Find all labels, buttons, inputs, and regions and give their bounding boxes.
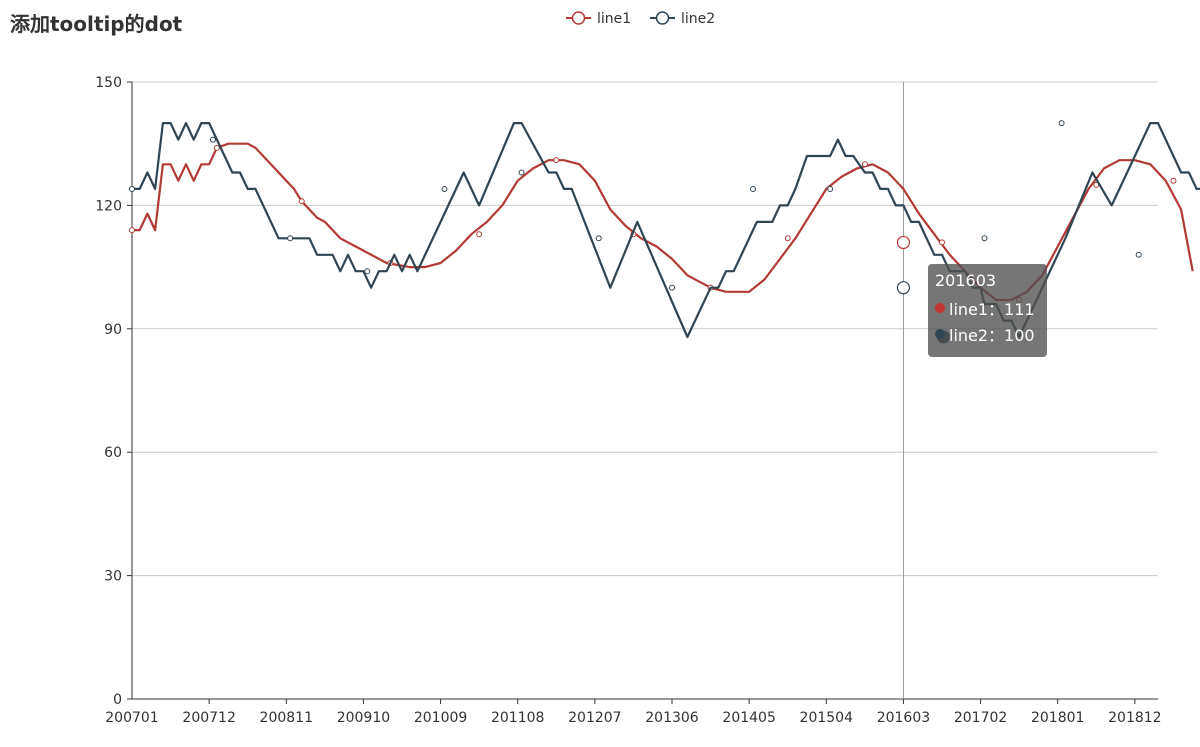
x-tick-label-200701: 200701 bbox=[105, 710, 158, 726]
series-point-line1-0 bbox=[129, 227, 135, 234]
x-tick-label-201812: 201812 bbox=[1108, 710, 1161, 726]
x-tick-label-201702: 201702 bbox=[954, 710, 1007, 726]
series-point-line1-13 bbox=[1170, 177, 1177, 184]
hover-point-line1 bbox=[896, 235, 911, 250]
legend-label-line1: line1 bbox=[597, 11, 631, 27]
series-point-line1-8 bbox=[784, 235, 791, 242]
tooltip-dot-line2 bbox=[935, 329, 945, 339]
legend-symbol-line2 bbox=[655, 11, 670, 25]
y-tick-label-90: 90 bbox=[104, 322, 122, 338]
series-point-line2-4 bbox=[441, 185, 448, 192]
tooltip-dot-line1 bbox=[935, 303, 945, 313]
y-tick-label-60: 60 bbox=[104, 445, 122, 461]
series-point-line2-13 bbox=[1135, 251, 1142, 258]
series-point-line1-1 bbox=[213, 144, 220, 151]
series-point-line2-9 bbox=[827, 185, 834, 192]
series-point-line2-3 bbox=[364, 268, 371, 275]
series-point-line2-7 bbox=[669, 284, 675, 291]
tooltip-row-line2: line2：100 bbox=[935, 321, 1047, 347]
x-tick-label-201306: 201306 bbox=[645, 710, 699, 726]
series-point-line1-9 bbox=[861, 161, 868, 168]
series-point-line2-5 bbox=[518, 169, 525, 176]
tooltip-row-line1: line1：111 bbox=[935, 295, 1047, 321]
chart-title: 添加tooltip的dot bbox=[10, 12, 183, 36]
tooltip-header: 201603 bbox=[935, 271, 997, 290]
x-tick-label-201207: 201207 bbox=[568, 710, 621, 726]
series-point-line2-1 bbox=[210, 136, 216, 143]
x-tick-label-201405: 201405 bbox=[722, 710, 775, 726]
series-point-line1-4 bbox=[476, 231, 483, 238]
hover-point-line2 bbox=[896, 281, 911, 295]
series-point-line2-6 bbox=[595, 235, 602, 242]
x-tick-label-201504: 201504 bbox=[800, 710, 854, 726]
y-tick-label-120: 120 bbox=[95, 198, 122, 214]
series-point-line1-2 bbox=[298, 198, 305, 205]
x-tick-label-200712: 200712 bbox=[182, 710, 235, 726]
tooltip-label-line1: line1：111 bbox=[949, 300, 1035, 319]
y-tick-label-150: 150 bbox=[95, 75, 122, 91]
series-point-line2-2 bbox=[287, 235, 294, 242]
series-point-line2-11 bbox=[981, 235, 988, 242]
x-tick-label-201108: 201108 bbox=[491, 710, 544, 726]
y-tick-label-0: 0 bbox=[113, 692, 122, 708]
x-tick-label-201603: 201603 bbox=[877, 710, 930, 726]
x-tick-label-201009: 201009 bbox=[414, 710, 467, 726]
x-tick-label-200811: 200811 bbox=[260, 710, 313, 726]
legend-symbol-line1 bbox=[571, 11, 586, 25]
series-point-line1-5 bbox=[553, 157, 560, 164]
series-point-line2-8 bbox=[750, 185, 756, 192]
y-tick-label-30: 30 bbox=[104, 569, 122, 585]
series-point-line2-0 bbox=[129, 185, 135, 192]
series-point-line2-12 bbox=[1058, 120, 1065, 127]
tooltip-label-line2: line2：100 bbox=[949, 326, 1035, 345]
chart-tooltip: 201603 line1：111 line2：100 bbox=[928, 264, 1047, 357]
x-tick-label-201801: 201801 bbox=[1031, 710, 1084, 726]
legend-label-line2: line2 bbox=[681, 11, 715, 27]
x-tick-label-200910: 200910 bbox=[337, 710, 390, 726]
series-point-line1-10 bbox=[939, 239, 945, 246]
